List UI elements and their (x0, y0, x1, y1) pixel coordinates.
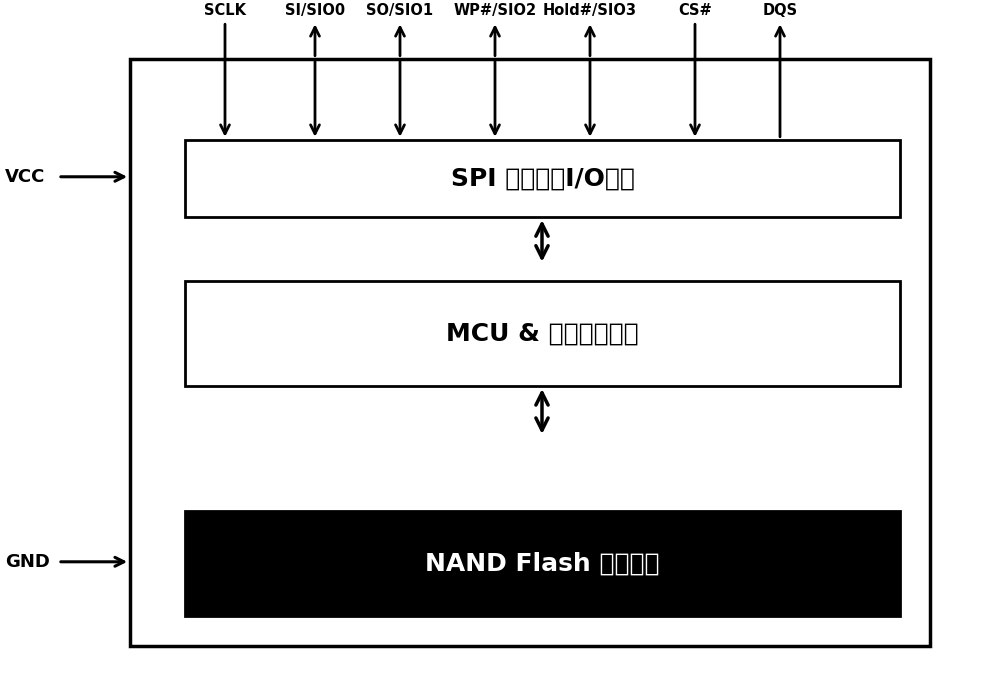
Text: SI/SIO0: SI/SIO0 (285, 3, 345, 18)
Text: VCC: VCC (5, 168, 45, 186)
Text: SCLK: SCLK (204, 3, 246, 18)
Text: DQS: DQS (762, 3, 798, 18)
Text: CS#: CS# (678, 3, 712, 18)
Text: Hold#/SIO3: Hold#/SIO3 (543, 3, 637, 18)
Text: GND: GND (5, 553, 50, 571)
Bar (185, 139, 900, 218)
Bar (185, 511, 900, 616)
Bar (130, 58, 930, 646)
Text: SO/SIO1: SO/SIO1 (366, 3, 434, 18)
Text: NAND Flash 存储单元: NAND Flash 存储单元 (425, 551, 660, 575)
Text: MCU & 数字逻辑单元: MCU & 数字逻辑单元 (446, 322, 639, 346)
Bar (185, 282, 900, 386)
Text: SPI 通信界面I/O单元: SPI 通信界面I/O单元 (451, 167, 634, 190)
Text: WP#/SIO2: WP#/SIO2 (453, 3, 537, 18)
